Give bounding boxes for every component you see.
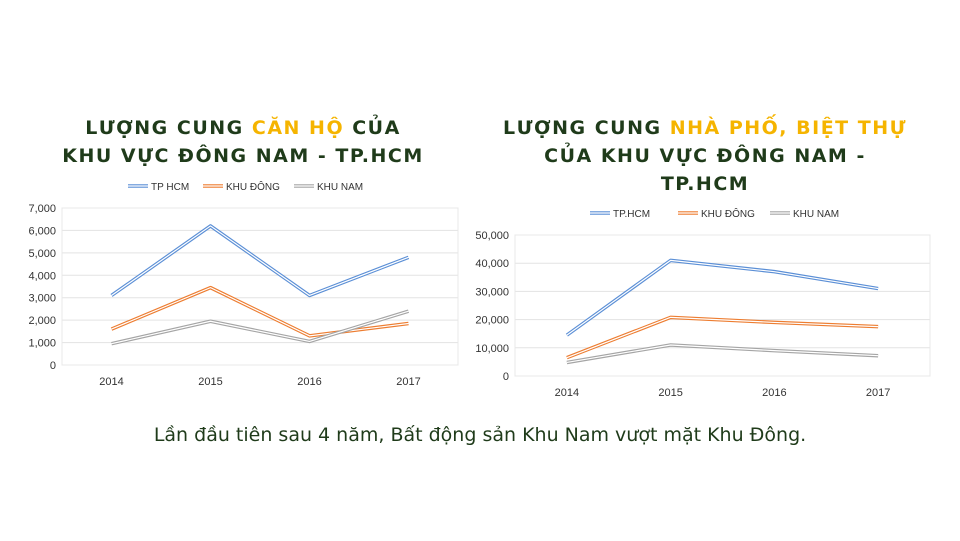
y-tick-label: 7,000 bbox=[28, 203, 56, 215]
chart1-title-highlight: CĂN HỘ bbox=[251, 117, 345, 139]
y-tick-label: 50,000 bbox=[475, 230, 509, 242]
y-tick-label: 20,000 bbox=[475, 315, 509, 327]
x-tick-label: 2014 bbox=[555, 387, 579, 399]
caption: Lần đầu tiên sau 4 năm, Bất động sản Khu… bbox=[153, 424, 807, 446]
legend-label: KHU ĐÔNG bbox=[226, 180, 280, 193]
series-line-2 bbox=[566, 315, 879, 360]
y-tick-label: 0 bbox=[50, 360, 56, 372]
y-tick-label: 40,000 bbox=[475, 258, 509, 270]
series-line-inner-2 bbox=[111, 287, 409, 337]
legend-label: KHU NAM bbox=[793, 209, 839, 220]
chart2-title-highlight: NHÀ PHỐ, BIỆT THỰ bbox=[669, 117, 907, 139]
legend-label: TP HCM bbox=[151, 182, 189, 193]
x-tick-label: 2017 bbox=[396, 376, 420, 388]
x-tick-label: 2015 bbox=[658, 387, 682, 399]
x-tick-label: 2016 bbox=[297, 376, 321, 388]
x-tick-label: 2016 bbox=[762, 387, 786, 399]
y-tick-label: 1,000 bbox=[28, 338, 56, 350]
x-tick-label: 2015 bbox=[198, 376, 222, 388]
series-line-inner-3 bbox=[566, 344, 879, 364]
y-tick-label: 0 bbox=[503, 371, 509, 383]
series-line-inner-3 bbox=[111, 310, 409, 345]
y-tick-label: 4,000 bbox=[28, 270, 56, 282]
y-tick-label: 10,000 bbox=[475, 343, 509, 355]
legend-label: KHU NAM bbox=[317, 182, 363, 193]
y-tick-label: 3,000 bbox=[28, 293, 56, 305]
legend-label: KHU ĐÔNG bbox=[701, 207, 755, 220]
chart1-title: LƯỢNG CUNG CĂN HỘ CỦA KHU VỰC ĐÔNG NAM -… bbox=[62, 117, 424, 167]
x-tick-label: 2014 bbox=[99, 376, 123, 388]
y-tick-label: 30,000 bbox=[475, 286, 509, 298]
y-tick-label: 2,000 bbox=[28, 315, 56, 327]
plot-area bbox=[61, 207, 459, 366]
x-tick-label: 2017 bbox=[866, 387, 890, 399]
chart2-title: LƯỢNG CUNG NHÀ PHỐ, BIỆT THỰ CỦA KHU VỰC… bbox=[503, 117, 907, 195]
plot-area bbox=[514, 234, 931, 377]
legend-label: TP.HCM bbox=[613, 209, 650, 220]
y-tick-label: 6,000 bbox=[28, 225, 56, 237]
series-line-inner-2 bbox=[566, 316, 879, 359]
series-line-inner-1 bbox=[111, 225, 409, 297]
series-line-inner-1 bbox=[566, 259, 879, 336]
y-tick-label: 5,000 bbox=[28, 248, 56, 260]
